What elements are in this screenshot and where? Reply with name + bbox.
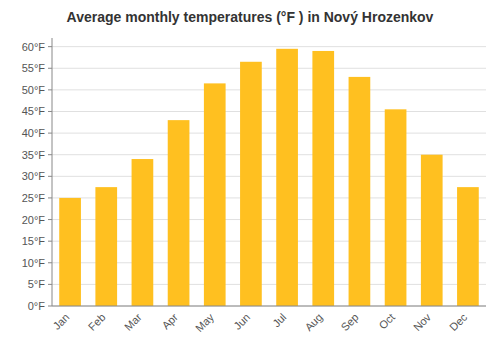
bar (240, 62, 262, 306)
y-tick-labels: 0°F 5°F 10°F 15°F 20°F 25°F 30°F 35°F 40°F 45°F 50… (22, 41, 52, 312)
x-tick-label: May (193, 311, 217, 335)
y-tick (48, 133, 52, 134)
y-tick (48, 197, 52, 198)
x-tick-label: Oct (376, 311, 397, 332)
x-axis-line (52, 306, 486, 307)
bar (421, 155, 443, 306)
x-tick-label: Dec (447, 311, 470, 334)
y-tick (48, 262, 52, 263)
y-tick-label: 15°F (22, 235, 46, 247)
x-tick-labels: Jan Feb Mar Apr May Jun Jul Aug Sep Oct Nov Dec (50, 311, 469, 335)
y-grid (52, 47, 486, 306)
y-tick (48, 306, 52, 307)
chart-svg: Average monthly temperatures (°F ) in No… (0, 0, 500, 350)
grid-line (52, 111, 486, 112)
x-tick-label: Feb (86, 311, 108, 333)
y-tick-label: 5°F (28, 278, 46, 290)
y-tick-label: 10°F (22, 257, 46, 269)
y-axis-line (52, 38, 53, 306)
y-tick (48, 284, 52, 285)
x-tick-label: Nov (411, 311, 434, 334)
y-tick-label: 40°F (22, 127, 46, 139)
bar (95, 187, 117, 306)
bar (132, 159, 154, 306)
y-tick (48, 241, 52, 242)
bar (385, 109, 407, 306)
grid-line (52, 89, 486, 90)
y-tick (48, 176, 52, 177)
y-tick-label: 35°F (22, 149, 46, 161)
y-tick-label: 50°F (22, 84, 46, 96)
x-tick-label: Jul (270, 311, 288, 329)
y-tick-label: 55°F (22, 62, 46, 74)
y-tick-label: 20°F (22, 214, 46, 226)
y-tick (48, 154, 52, 155)
y-tick-label: 45°F (22, 105, 46, 117)
bar (59, 198, 81, 306)
y-tick-label: 30°F (22, 170, 46, 182)
y-tick (48, 46, 52, 47)
x-tick-label: Sep (339, 311, 361, 333)
grid-line (52, 68, 486, 69)
bar (204, 83, 226, 306)
chart-container: Average monthly temperatures (°F ) in No… (0, 0, 500, 350)
y-tick-label: 60°F (22, 41, 46, 53)
x-tick-label: Mar (122, 311, 144, 333)
bars (59, 49, 479, 306)
x-tick-label: Aug (302, 311, 324, 333)
bar (457, 187, 479, 306)
bar (168, 120, 190, 306)
bar (312, 51, 334, 306)
grid-line (52, 306, 486, 307)
bar (276, 49, 298, 306)
y-tick (48, 68, 52, 69)
y-tick (48, 219, 52, 220)
x-tick-label: Jan (50, 311, 71, 332)
title: Average monthly temperatures (°F ) in No… (67, 9, 434, 25)
x-tick-label: Jun (231, 311, 252, 332)
x-tick-label: Apr (159, 311, 180, 332)
bar (349, 77, 371, 306)
y-tick (48, 89, 52, 90)
y-tick (48, 111, 52, 112)
y-tick-label: 0°F (28, 300, 46, 312)
grid-line (52, 46, 486, 47)
y-tick-label: 25°F (22, 192, 46, 204)
grid-line (52, 133, 486, 134)
